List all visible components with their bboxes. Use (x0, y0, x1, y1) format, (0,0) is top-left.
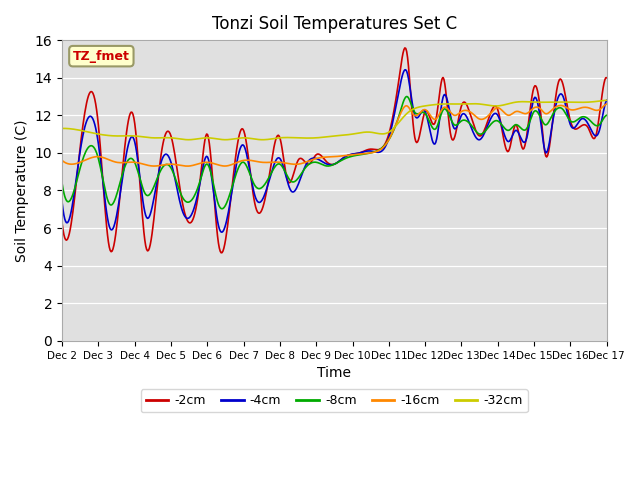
Legend: -2cm, -4cm, -8cm, -16cm, -32cm: -2cm, -4cm, -8cm, -16cm, -32cm (141, 389, 528, 412)
Text: TZ_fmet: TZ_fmet (73, 49, 130, 63)
Title: Tonzi Soil Temperatures Set C: Tonzi Soil Temperatures Set C (212, 15, 457, 33)
Y-axis label: Soil Temperature (C): Soil Temperature (C) (15, 119, 29, 262)
X-axis label: Time: Time (317, 366, 351, 380)
